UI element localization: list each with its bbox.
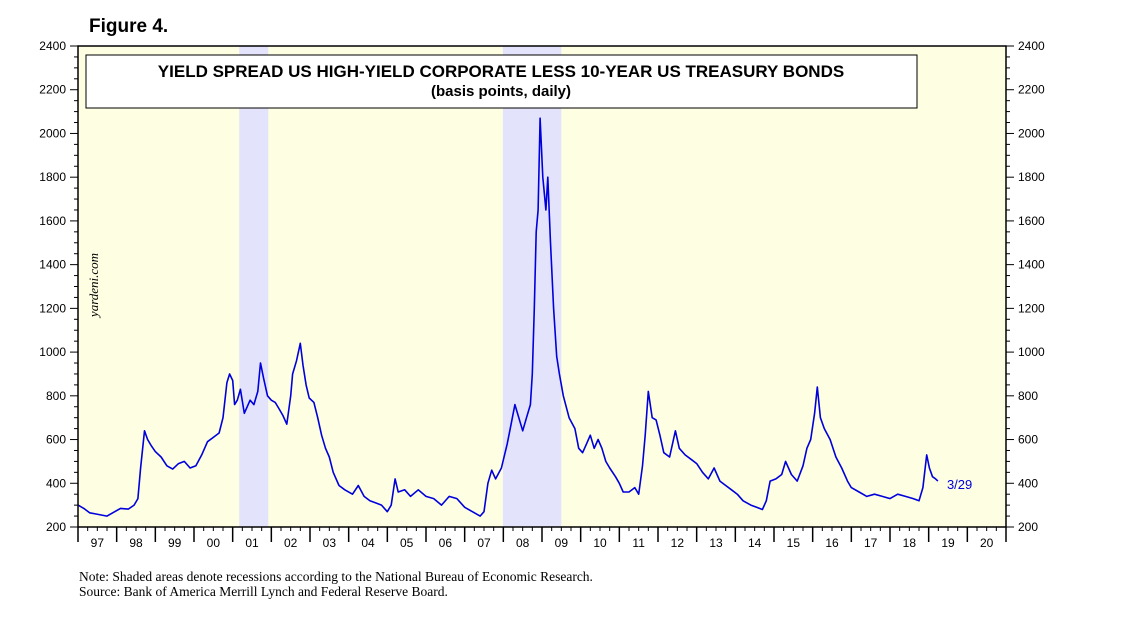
y-tick-label-left: 1800 xyxy=(39,170,66,184)
y-tick-label-right: 1800 xyxy=(1018,170,1045,184)
x-tick-label: 12 xyxy=(671,536,685,550)
recession-band-2 xyxy=(502,46,562,527)
x-tick-label: 15 xyxy=(787,536,801,550)
x-tick-label: 19 xyxy=(941,536,955,550)
x-tick-label: 20 xyxy=(980,536,994,550)
x-tick-label: 04 xyxy=(361,536,375,550)
recession-note: Note: Shaded areas denote recessions acc… xyxy=(79,569,593,584)
y-tick-label-left: 2000 xyxy=(39,126,66,140)
plot-frame xyxy=(77,45,1007,528)
x-tick-label: 03 xyxy=(323,536,337,550)
y-tick-label-right: 400 xyxy=(1018,476,1038,490)
y-tick-label-left: 600 xyxy=(46,433,66,447)
source-note: Source: Bank of America Merrill Lynch an… xyxy=(79,584,448,599)
y-tick-label-left: 800 xyxy=(46,389,66,403)
last-point-label: 3/29 xyxy=(947,477,972,492)
recession-band-1 xyxy=(239,46,269,527)
y-tick-label-right: 800 xyxy=(1018,389,1038,403)
y-tick-label-left: 2200 xyxy=(39,83,66,97)
y-tick-label-left: 200 xyxy=(46,520,66,534)
figure-label: Figure 4. xyxy=(89,16,169,37)
watermark: yardeni.com xyxy=(86,253,101,319)
x-tick-label: 00 xyxy=(207,536,221,550)
x-tick-label: 97 xyxy=(91,536,105,550)
y-tick-label-left: 1600 xyxy=(39,214,66,228)
y-tick-label-right: 2400 xyxy=(1018,39,1045,53)
y-tick-label-left: 1400 xyxy=(39,258,66,272)
title-box xyxy=(85,54,918,109)
x-tick-label: 99 xyxy=(168,536,182,550)
y-tick-label-right: 600 xyxy=(1018,433,1038,447)
x-tick-label: 13 xyxy=(709,536,723,550)
x-tick-label: 09 xyxy=(555,536,569,550)
y-tick-label-right: 2200 xyxy=(1018,83,1045,97)
y-tick-label-right: 1600 xyxy=(1018,214,1045,228)
y-tick-label-right: 1200 xyxy=(1018,301,1045,315)
y-tick-label-left: 2400 xyxy=(39,39,66,53)
x-tick-label: 07 xyxy=(477,536,491,550)
x-tick-label: 14 xyxy=(748,536,762,550)
x-tick-label: 10 xyxy=(593,536,607,550)
x-tick-label: 01 xyxy=(245,536,259,550)
x-tick-label: 17 xyxy=(864,536,878,550)
chart-notes: Note: Shaded areas denote recessions acc… xyxy=(79,569,593,599)
y-tick-label-left: 1200 xyxy=(39,301,66,315)
x-tick-label: 98 xyxy=(129,536,143,550)
x-tick-label: 11 xyxy=(632,536,645,550)
x-tick-label: 08 xyxy=(516,536,530,550)
series-line-high-yield-spread xyxy=(77,117,939,517)
x-tick-label: 16 xyxy=(825,536,839,550)
x-tick-label: 18 xyxy=(903,536,917,550)
chart-subtitle: (basis points, daily) xyxy=(431,83,571,100)
y-tick-label-right: 1400 xyxy=(1018,258,1045,272)
y-tick-label-left: 1000 xyxy=(39,345,66,359)
chart-title: YIELD SPREAD US HIGH-YIELD CORPORATE LES… xyxy=(158,62,844,81)
x-tick-label: 05 xyxy=(400,536,414,550)
x-tick-label: 02 xyxy=(284,536,298,550)
x-tick-label: 06 xyxy=(439,536,453,550)
y-tick-label-left: 400 xyxy=(46,476,66,490)
y-tick-label-right: 2000 xyxy=(1018,126,1045,140)
y-tick-label-right: 1000 xyxy=(1018,345,1045,359)
y-tick-label-right: 200 xyxy=(1018,520,1038,534)
